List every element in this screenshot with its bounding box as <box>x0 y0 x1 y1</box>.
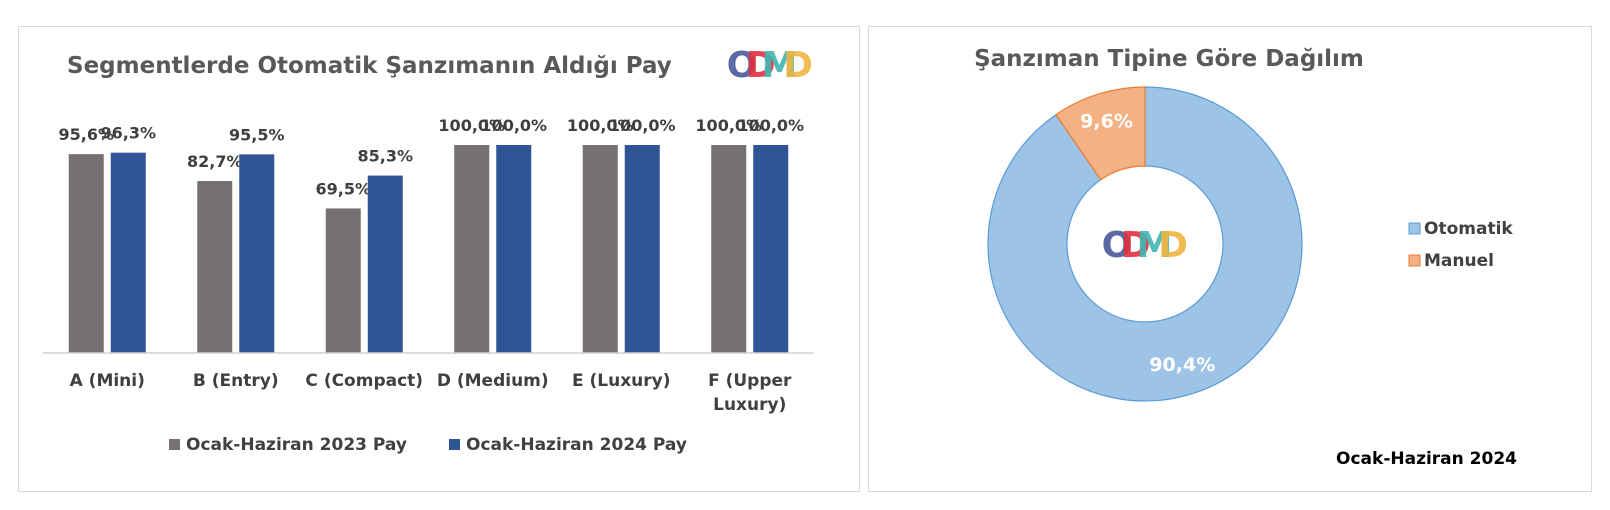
bar-2024 <box>496 145 532 353</box>
data-label: 100,0% <box>609 116 676 135</box>
data-label: 95,5% <box>229 125 285 144</box>
legend-swatch <box>1408 254 1421 267</box>
data-label: 69,5% <box>315 179 371 198</box>
slice-label: 9,6% <box>1080 110 1133 132</box>
logo-letter: M <box>1136 225 1172 266</box>
data-label: 95,6% <box>58 125 114 144</box>
bar-2024 <box>624 145 660 353</box>
logo-letter: D <box>746 45 776 86</box>
category-label: E (Luxury) <box>572 371 671 391</box>
data-label: 100,0% <box>480 116 547 135</box>
legend-label: Ocak-Haziran 2023 Pay <box>186 435 407 455</box>
legend-label: Manuel <box>1424 251 1494 271</box>
doughnut-chart-panel: Şanzıman Tipine Göre Dağılım 90,4% 9,6% O… <box>868 26 1592 492</box>
legend-swatch <box>449 439 460 450</box>
bar-2023 <box>68 154 104 353</box>
logo-letter: D <box>1121 225 1151 266</box>
legend-swatch <box>169 439 180 450</box>
category-label: F (Upper <box>708 371 792 391</box>
logo-letter: D <box>783 45 813 86</box>
legend-label: Ocak-Haziran 2024 Pay <box>466 435 687 455</box>
bar-2023 <box>711 145 747 353</box>
category-label: A (Mini) <box>70 371 145 391</box>
logo-letter: O <box>727 45 758 86</box>
data-label: 85,3% <box>357 147 413 166</box>
logo-letter: M <box>761 45 797 86</box>
category-label: B (Entry) <box>193 371 279 391</box>
legend-swatch <box>1408 222 1421 235</box>
slice-manuel <box>1055 86 1146 181</box>
doughnut-chart: Şanzıman Tipine Göre Dağılım 90,4% 9,6% O… <box>974 46 1517 469</box>
slice-otomatik <box>987 86 1303 402</box>
data-label: 100,0% <box>695 116 762 135</box>
legend-label: Otomatik <box>1424 219 1513 239</box>
bar-2023 <box>582 145 618 353</box>
category-label: Luxury) <box>713 395 786 415</box>
bar-chart-title: Segmentlerde Otomatik Şanzımanın Aldığı … <box>67 53 672 79</box>
bar-2023 <box>454 145 490 353</box>
data-label: 100,0% <box>567 116 634 135</box>
logo-letter: O <box>1102 225 1133 266</box>
bar-2024 <box>753 145 789 353</box>
doughnut-chart-title: Şanzıman Tipine Göre Dağılım <box>974 46 1364 72</box>
bar-2024 <box>110 152 146 353</box>
category-label: C (Compact) <box>305 371 423 391</box>
slice-label: 90,4% <box>1149 354 1215 376</box>
doughnut-footnote: Ocak-Haziran 2024 <box>1336 449 1517 469</box>
bar-chart: Segmentlerde Otomatik Şanzımanın Aldığı … <box>43 45 814 455</box>
bar-2023 <box>197 180 233 353</box>
bar-2023 <box>325 208 361 353</box>
data-label: 100,0% <box>737 116 804 135</box>
bar-2024 <box>367 175 403 353</box>
data-label: 82,7% <box>187 152 243 171</box>
category-label: D (Medium) <box>437 371 549 391</box>
data-label: 96,3% <box>100 124 156 143</box>
logo-letter: D <box>1158 225 1188 266</box>
bar-chart-panel: Segmentlerde Otomatik Şanzımanın Aldığı … <box>18 26 860 492</box>
data-label: 100,0% <box>438 116 505 135</box>
bar-2024 <box>239 154 275 353</box>
